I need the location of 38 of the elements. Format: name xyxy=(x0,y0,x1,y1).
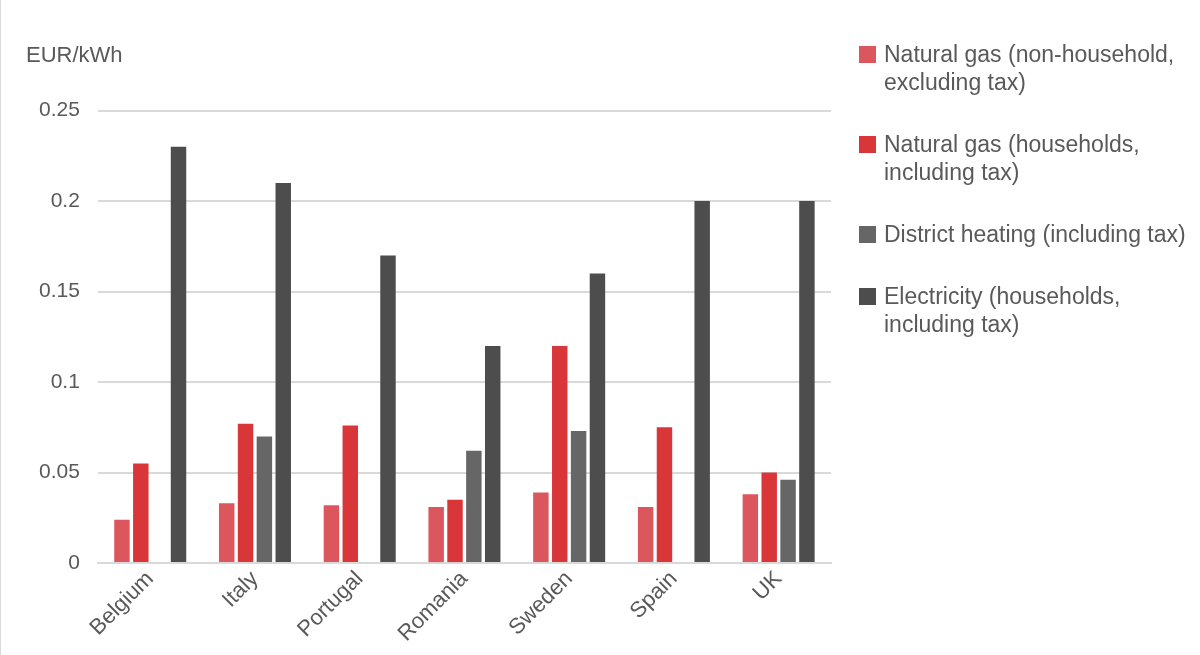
bar xyxy=(552,345,568,563)
bar xyxy=(637,506,654,563)
legend-label: Natural gas (households, including tax) xyxy=(884,130,1141,186)
bar xyxy=(323,505,340,563)
bar xyxy=(589,273,606,563)
bar xyxy=(237,423,254,563)
bar xyxy=(256,436,273,563)
bar xyxy=(742,494,759,563)
bar xyxy=(275,183,291,563)
bar xyxy=(133,463,149,563)
bar xyxy=(799,201,815,563)
bar xyxy=(342,425,359,563)
bar xyxy=(380,255,396,563)
bar xyxy=(218,503,235,563)
bar xyxy=(466,450,482,563)
legend-label: District heating (including tax) xyxy=(884,220,1186,248)
bar xyxy=(114,519,130,563)
y-tick-label: 0 xyxy=(68,549,80,573)
y-tick-label: 0.1 xyxy=(50,368,80,392)
bar xyxy=(170,146,187,563)
bar xyxy=(447,499,463,563)
bar xyxy=(428,506,444,563)
legend-label: Natural gas (non-household, excluding tax) xyxy=(884,40,1176,96)
y-tick-label: 0.2 xyxy=(50,187,80,211)
bar xyxy=(656,427,673,563)
y-tick-label: 0.15 xyxy=(39,278,80,302)
bar xyxy=(780,479,796,563)
y-tick-label: 0.05 xyxy=(39,459,80,483)
y-tick-label: 0.25 xyxy=(39,97,80,121)
y-axis-title: EUR/kWh xyxy=(26,42,123,68)
bar xyxy=(533,492,549,563)
legend-label: Electricity (households, including tax) xyxy=(884,282,1122,338)
x-tick-label: UK xyxy=(747,565,787,605)
bar xyxy=(570,430,587,563)
x-tick-label: Italy xyxy=(216,565,263,612)
bar xyxy=(761,472,777,563)
bar xyxy=(694,201,710,563)
bar xyxy=(484,345,501,563)
